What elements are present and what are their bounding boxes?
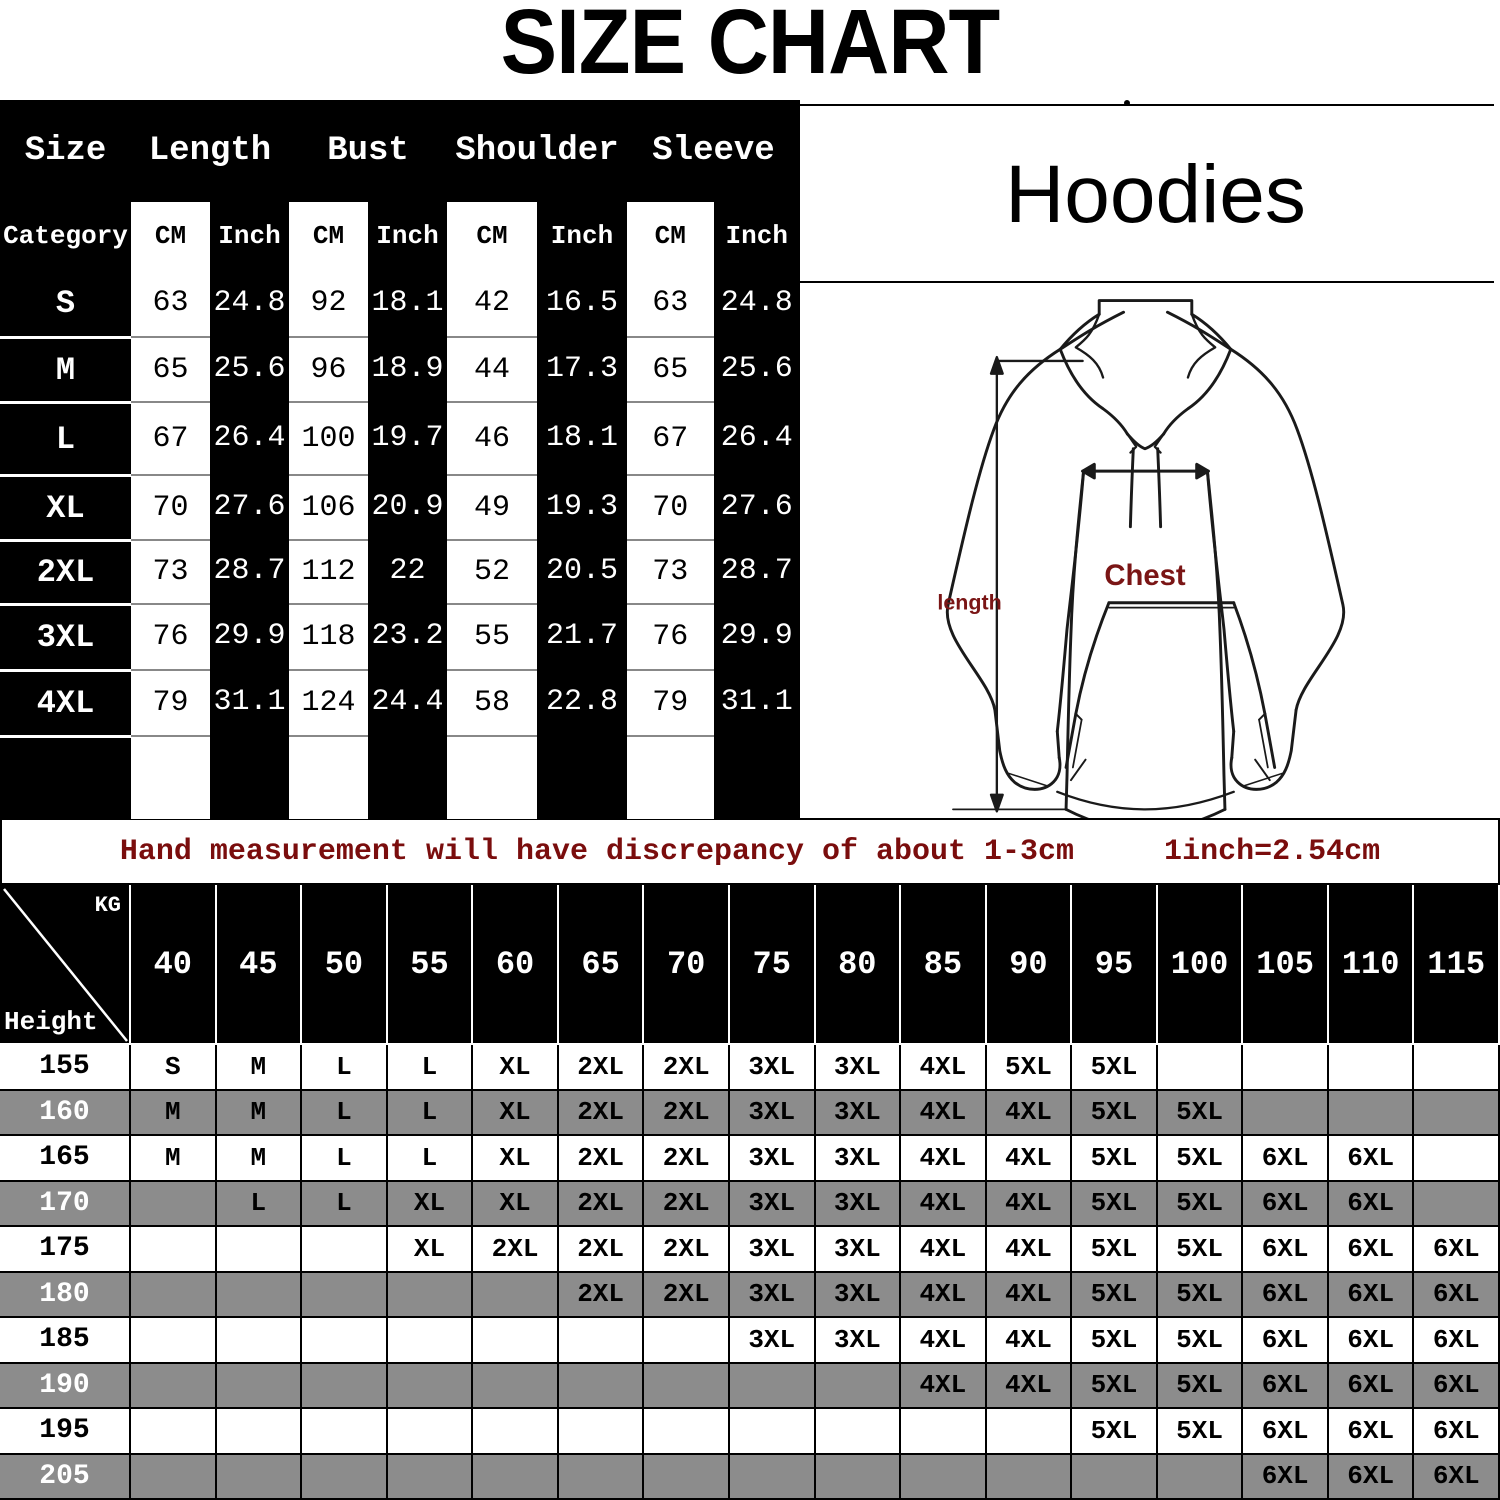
svg-text:length: length bbox=[937, 591, 1001, 615]
svg-text:Chest: Chest bbox=[1104, 560, 1185, 592]
